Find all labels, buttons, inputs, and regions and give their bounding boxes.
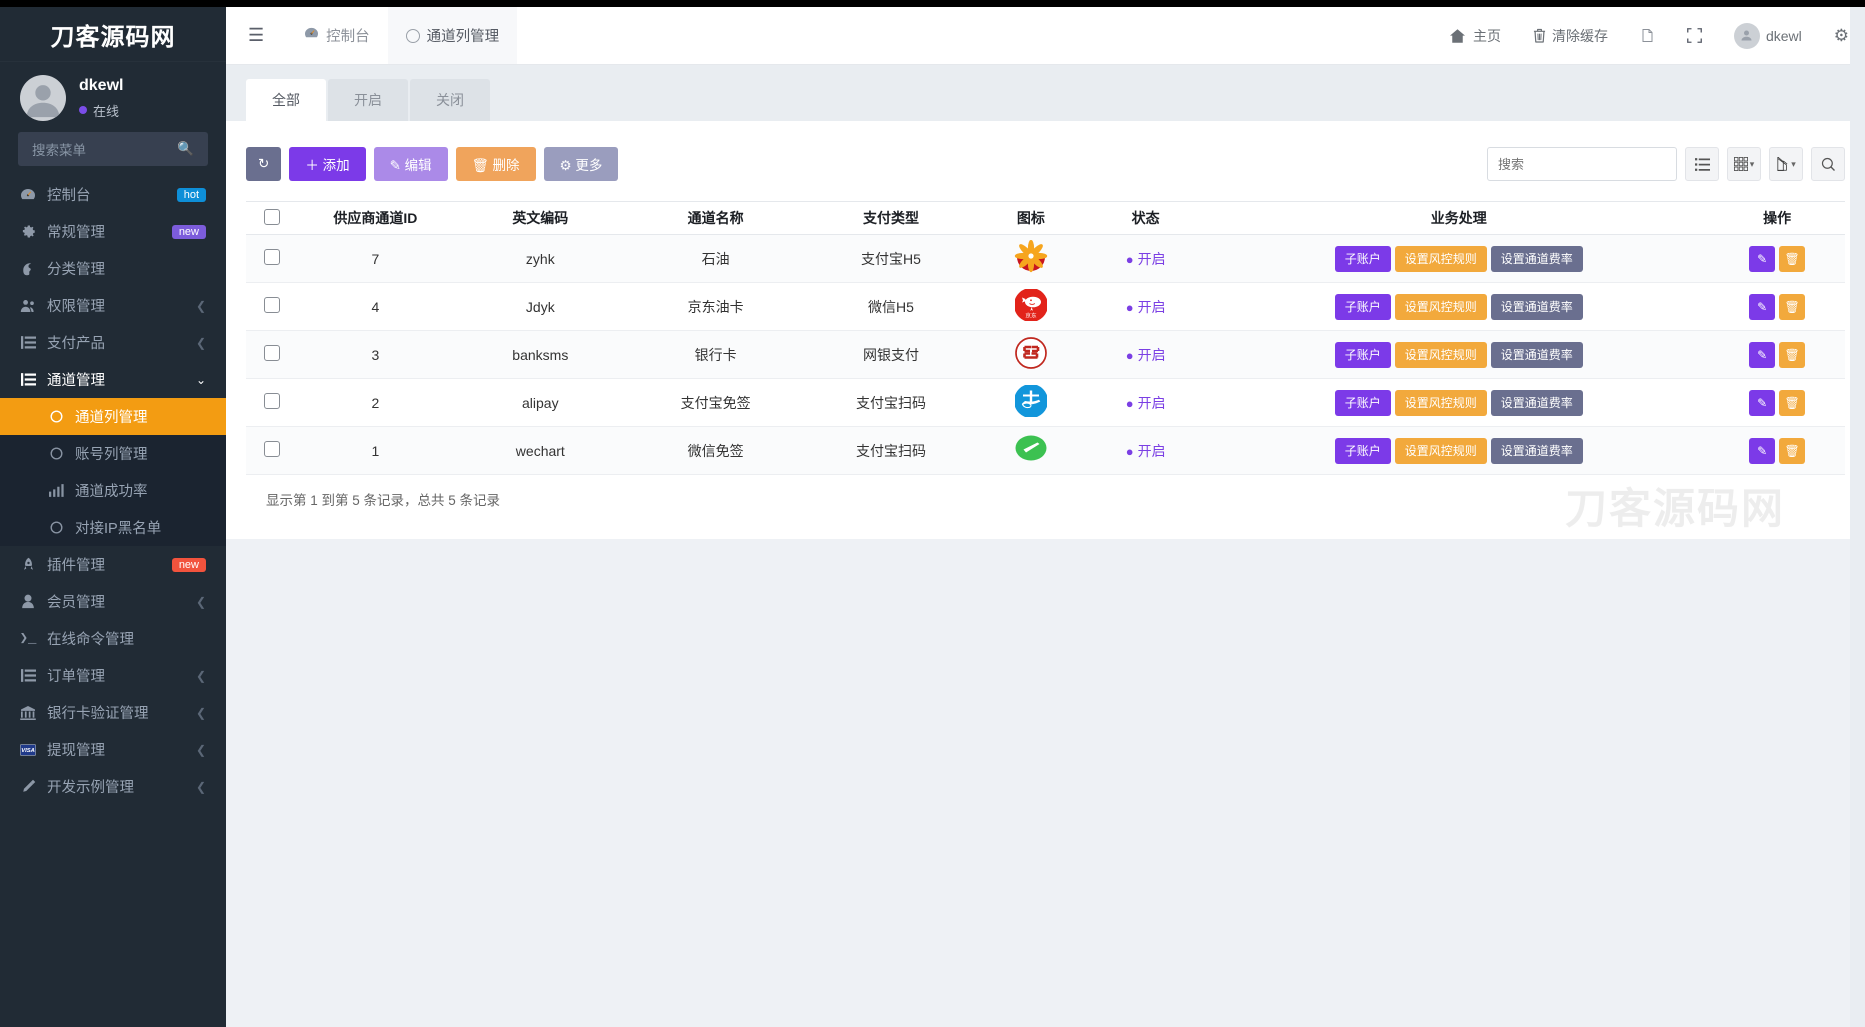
svg-text:VISA: VISA <box>21 748 35 754</box>
svg-text:京东: 京东 <box>1025 311 1037 319</box>
